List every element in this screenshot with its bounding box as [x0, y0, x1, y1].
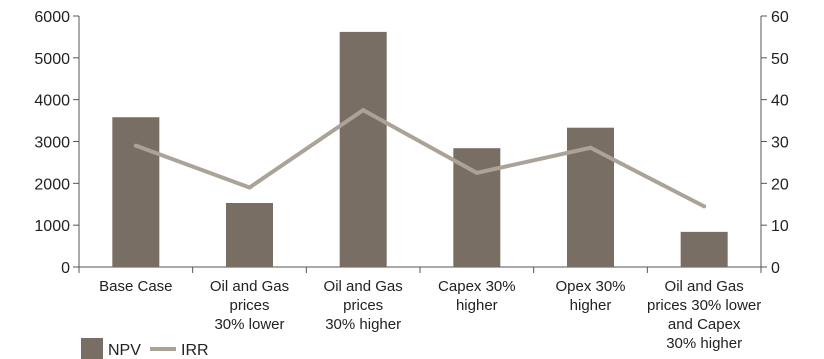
irr-point — [474, 170, 479, 175]
left-tick-label: 4000 — [34, 93, 70, 110]
left-tick-label: 0 — [61, 260, 70, 277]
npv-bar — [680, 231, 728, 267]
axes — [78, 16, 762, 273]
irr-point — [702, 204, 707, 209]
category-label: Capex 30% higher — [438, 278, 516, 314]
irr-line-series — [133, 107, 707, 209]
irr-line — [135, 107, 706, 209]
npv-bar — [226, 202, 273, 267]
category-label: Oil and Gas prices 30% lower and Capex 30% … — [647, 278, 761, 352]
left-axis-ticks: 0 1000 2000 3000 4000 5000 6000 — [34, 9, 79, 277]
left-tick-label: 2000 — [34, 176, 70, 193]
category-label: Oil and Gas prices 30% lower — [210, 278, 289, 333]
legend: NPV IRR — [81, 338, 209, 359]
right-axis-ticks: 0 10 20 30 40 50 60 — [761, 9, 789, 277]
npv-bar — [339, 31, 387, 267]
category-label: Base Case — [99, 278, 172, 295]
irr-point — [361, 108, 366, 113]
right-tick-label: 10 — [771, 218, 789, 235]
left-tick-label: 6000 — [34, 9, 70, 26]
legend-npv-label: NPV — [108, 342, 141, 359]
legend-irr-label: IRR — [181, 342, 209, 359]
right-tick-label: 60 — [771, 9, 789, 26]
right-tick-label: 30 — [771, 135, 789, 152]
category-label: Opex 30% higher — [555, 278, 625, 314]
left-tick-label: 5000 — [34, 51, 70, 68]
left-tick-label: 1000 — [34, 218, 70, 235]
irr-point — [247, 185, 252, 190]
right-tick-label: 50 — [771, 51, 789, 68]
npv-bar — [112, 117, 160, 267]
npv-bars — [112, 31, 728, 267]
right-tick-label: 0 — [771, 260, 780, 277]
right-tick-label: 40 — [771, 93, 789, 110]
irr-point — [588, 145, 593, 150]
left-tick-label: 3000 — [34, 135, 70, 152]
category-labels: Base Case Oil and Gas prices 30% lower Oil a… — [99, 278, 761, 352]
irr-point — [133, 143, 138, 148]
right-tick-label: 20 — [771, 176, 789, 193]
legend-npv-swatch — [81, 338, 103, 359]
category-label: Oil and Gas prices 30% higher — [324, 278, 403, 333]
